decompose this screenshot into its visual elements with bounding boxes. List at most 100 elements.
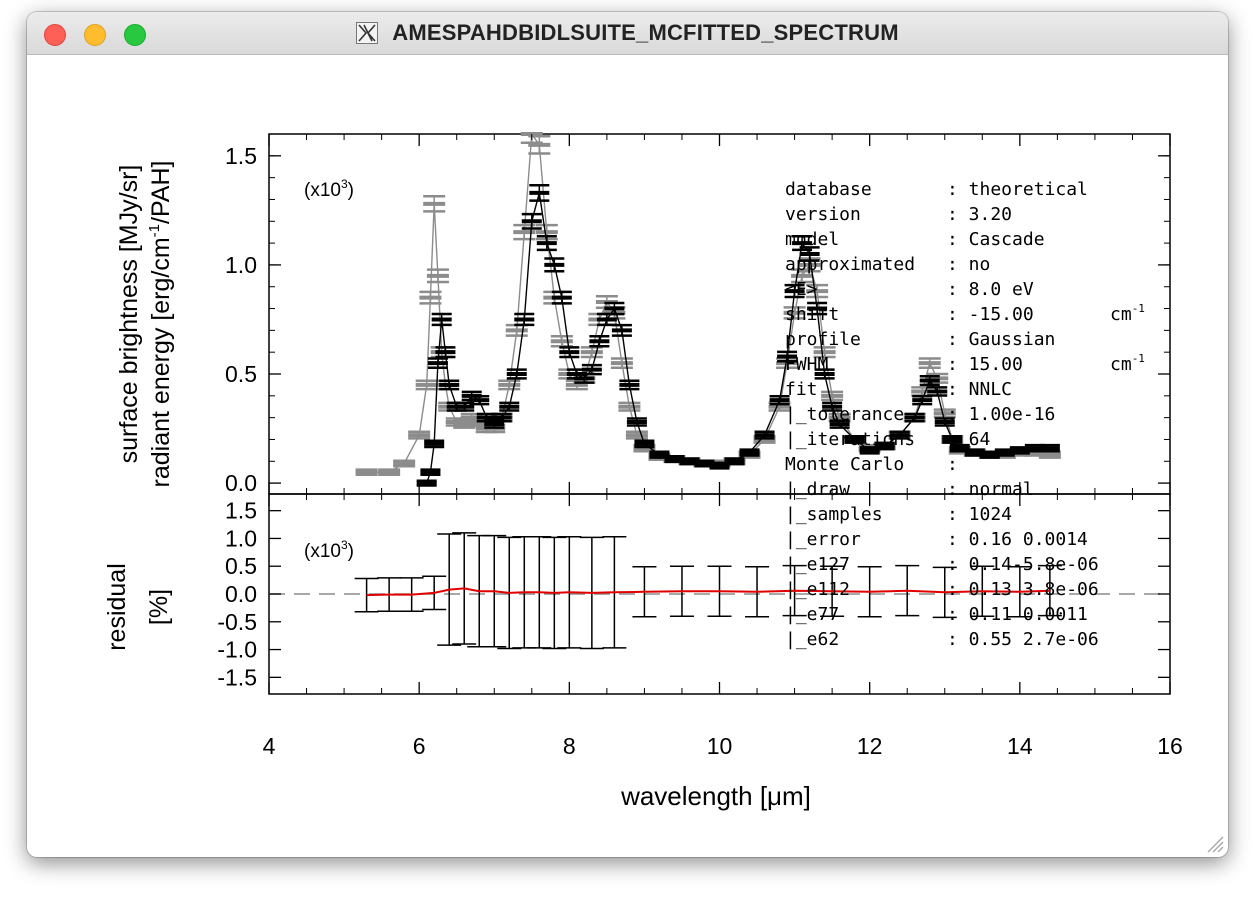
zoom-icon[interactable] [124,24,146,46]
legend-value: : 0.13 3.8e-06 [947,579,1099,600]
legend-value: : Cascade [947,229,1045,250]
legend-value: : theoretical [947,179,1088,200]
x-tick-label: 10 [707,733,733,759]
fit-point [611,323,632,337]
fit-point [814,368,835,380]
legend-value: : 64 [947,429,990,450]
observation-point [355,468,378,477]
bottom-y-tick-label: -1.0 [217,637,257,663]
observation-point [505,323,528,337]
legend-value: : [947,454,958,475]
fit-point [777,350,798,363]
resize-grip-icon[interactable] [1202,831,1224,853]
top-y-tick-label: 0.5 [225,361,257,387]
legend-value: : 8.0 eV [947,279,1034,300]
observation-point [625,430,648,440]
fit-point [942,435,963,444]
observation-point [426,268,449,284]
legend-key: Monte Carlo [785,454,904,475]
fit-point [589,335,610,348]
close-icon[interactable] [44,24,66,46]
x-tick-label: 16 [1157,733,1183,759]
observation-point [550,335,573,348]
fit-point [619,379,640,391]
fit-point [427,357,448,369]
legend-key: |_samples [785,504,883,525]
legend-value: : 15.00 [947,354,1023,375]
observation-point [813,346,836,359]
legend-key: |_error [785,529,861,550]
observation-point [1038,450,1061,459]
x-tick-label: 12 [857,733,883,759]
title-wrap: AMESPAHDBIDLSUITE_MCFITTED_SPECTRUM [27,12,1228,54]
minimize-icon[interactable] [84,24,106,46]
fit-point [927,386,948,397]
legend-key: |_e112 [785,579,850,600]
fit-point [499,401,520,412]
top-y-tick-label: 0.0 [225,470,257,496]
fit-point [739,448,760,457]
fit-point [844,435,865,444]
fit-point [469,395,490,406]
bottom-y-tick-label: 0.5 [225,553,257,579]
fit-point [769,395,790,406]
fit-point [822,401,843,412]
fit-point [420,468,441,477]
fit-point [874,441,895,451]
fit-point [919,375,940,387]
fit-point [784,283,805,299]
legend-value: : 0.11 0.0011 [947,604,1088,625]
observation-point [783,306,806,320]
fit-point [634,439,655,449]
top-y-tick-label: 1.5 [225,143,257,169]
legend-value: : NNLC [947,379,1012,400]
legend-value: : 1.00e-16 [947,404,1055,425]
observation-point [393,459,416,468]
fit-point [799,246,820,262]
fit-point [934,417,955,427]
observation-point [378,468,401,477]
fit-point [514,312,535,327]
fit-point [435,346,456,359]
observation-point [821,390,844,402]
fit-point [889,430,910,440]
legend-value: : Gaussian [947,329,1055,350]
legend-key: shift [785,304,839,325]
fit-point [754,430,775,440]
legend-key: model [785,229,839,250]
observation-point [918,357,941,369]
fit-point [904,412,925,423]
x-tick-label: 4 [263,733,276,759]
observation-point [408,430,431,440]
bottom-ylabel-1: residual [103,563,131,651]
legend-key: |_tolerance [785,404,904,425]
window-title: AMESPAHDBIDLSUITE_MCFITTED_SPECTRUM [392,20,899,45]
legend-key: |_e127 [785,554,850,575]
fit-point [581,363,602,376]
legend-unit: cm-1 [1110,352,1145,375]
bottom-y-tick-label: 1.5 [225,498,257,524]
legend-key: version [785,204,861,225]
x11-icon [356,22,379,44]
legend-value: : 0.55 2.7e-06 [947,629,1099,650]
observation-point [933,408,956,419]
top-ylabel-1: surface brightness [MJy/sr] [115,165,143,464]
legend-value: : 0.16 0.0014 [947,529,1088,550]
legend-key: profile [785,329,861,350]
legend-unit: cm-1 [1110,302,1145,325]
fit-legend: database: theoretical version: 3.20 model:… [785,179,1145,650]
fit-point [829,419,850,429]
fit-point [724,457,745,466]
fit-point [416,479,437,487]
fit-point [521,212,542,230]
title-bar[interactable]: AMESPAHDBIDLSUITE_MCFITTED_SPECTRUM [27,12,1228,55]
x-tick-label: 8 [563,733,576,759]
x-tick-label: 14 [1007,733,1033,759]
observation-point [498,379,521,391]
fit-point [604,301,625,316]
fit-point [807,301,828,316]
bottom-ylabel-2: [%] [145,589,173,625]
top-y-tick-label: 1.0 [225,252,257,278]
legend-value: : 0.14-5.8e-06 [947,554,1099,575]
fit-point [912,395,933,406]
